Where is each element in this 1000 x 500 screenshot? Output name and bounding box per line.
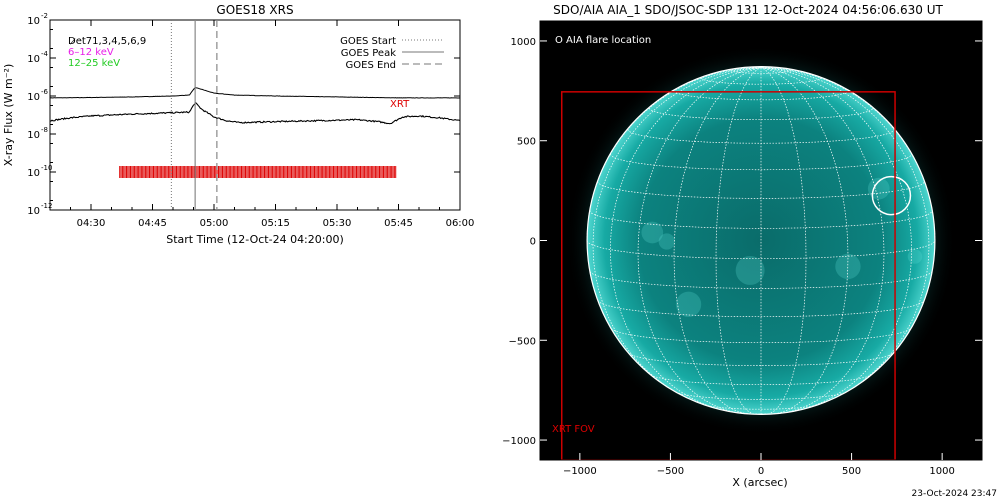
x-tick-label: 05:30	[323, 218, 352, 229]
flare-location-marker	[871, 175, 912, 216]
y-tick-label: 10	[27, 92, 40, 103]
longitude-line	[760, 67, 885, 414]
active-region	[675, 291, 702, 318]
active-region	[835, 253, 861, 280]
x-tick-label: 04:30	[77, 218, 106, 229]
legend-label: GOES End	[346, 60, 396, 71]
latitude-line	[648, 107, 874, 121]
goes-lightcurve: GOES18 XRS 04:30 04:45 05:00 05:15 05:30 05:4…	[2, 3, 474, 246]
active-region	[867, 177, 890, 200]
active-region	[907, 249, 923, 264]
aia-image-panel: SDO/AIA AIA_1 SDO/JSOC-SDP 131 12-Oct-20…	[502, 3, 983, 489]
longitude-line	[760, 67, 930, 401]
y-tick-label: 10	[27, 16, 40, 27]
lightcurve-x-label: Start Time (12-Oct-24 04:20:00)	[166, 233, 344, 246]
longitude-line	[592, 67, 762, 401]
y-tick-exponent: -8	[41, 126, 48, 134]
y-tick-label: 500	[517, 137, 536, 148]
longitude-line	[637, 67, 762, 414]
y-tick-exponent: -10	[41, 164, 52, 172]
latitude-line	[704, 404, 818, 410]
lightcurve-title: GOES18 XRS	[216, 3, 293, 17]
footer-timestamp: 23-Oct-2024 23:47	[912, 489, 997, 499]
legend-label: GOES Peak	[341, 48, 396, 59]
y-tick-label: 10	[27, 168, 40, 179]
latitude-line	[589, 271, 933, 289]
detector-label: D̷et71,3,4,5,6,9	[68, 36, 146, 47]
active-region	[641, 221, 664, 244]
x-tick-label: 0	[758, 466, 764, 477]
active-region	[658, 233, 675, 250]
active-region	[735, 255, 765, 285]
latitude-line	[610, 328, 912, 344]
image-fov-label: XRT FOV	[552, 424, 595, 435]
y-tick-label: 0	[530, 237, 536, 248]
x-tick-label: 05:45	[384, 218, 413, 229]
longitude-line	[760, 67, 807, 415]
image-title: SDO/AIA AIA_1 SDO/JSOC-SDP 131 12-Oct-20…	[553, 3, 943, 17]
y-tick-label: 10	[27, 206, 40, 217]
sun-disk	[587, 66, 935, 415]
image-flare-legend: O AIA flare location	[555, 35, 651, 46]
y-tick-label: 1000	[511, 37, 536, 48]
y-tick-exponent: -2	[41, 12, 48, 20]
image-x-label: X (arcsec)	[732, 476, 787, 489]
y-tick-label: −500	[509, 336, 536, 347]
longitude-line	[715, 67, 762, 415]
latitude-line	[586, 240, 936, 260]
xrt-coverage-marks	[119, 166, 397, 178]
latitude-line	[675, 391, 847, 400]
x-tick-label: 05:15	[261, 218, 290, 229]
x-tick-label: −500	[657, 466, 684, 477]
latitude-line	[597, 300, 925, 318]
solar-limb	[586, 65, 936, 416]
x-tick-label: 500	[842, 466, 861, 477]
x-tick-label: 04:45	[138, 218, 167, 229]
lightcurve-y-label: X-ray Flux (W m⁻²)	[2, 64, 15, 166]
active-regions	[641, 177, 923, 318]
x-tick-label: 1000	[929, 466, 954, 477]
y-tick-exponent: -4	[41, 50, 49, 58]
series-line	[50, 101, 460, 125]
longitude-line	[760, 67, 849, 415]
legend-label: GOES Start	[340, 36, 396, 47]
xrt-label: XRT	[390, 99, 410, 110]
x-tick-label: −1000	[563, 466, 597, 477]
band-high-label: 12–25 keV	[68, 58, 120, 69]
x-tick-label: 05:00	[200, 218, 229, 229]
y-tick-label: 10	[27, 54, 40, 65]
longitude-line	[673, 67, 762, 415]
y-tick-exponent: -12	[41, 202, 52, 210]
band-low-label: 6–12 keV	[68, 47, 114, 58]
xrt-fov-box	[560, 91, 896, 460]
y-tick-label: 10	[27, 130, 40, 141]
series-line	[50, 87, 460, 99]
latitude-line	[650, 374, 872, 386]
x-tick-label: 06:00	[446, 218, 475, 229]
y-tick-label: −1000	[502, 436, 536, 447]
y-tick-exponent: -6	[41, 88, 49, 96]
